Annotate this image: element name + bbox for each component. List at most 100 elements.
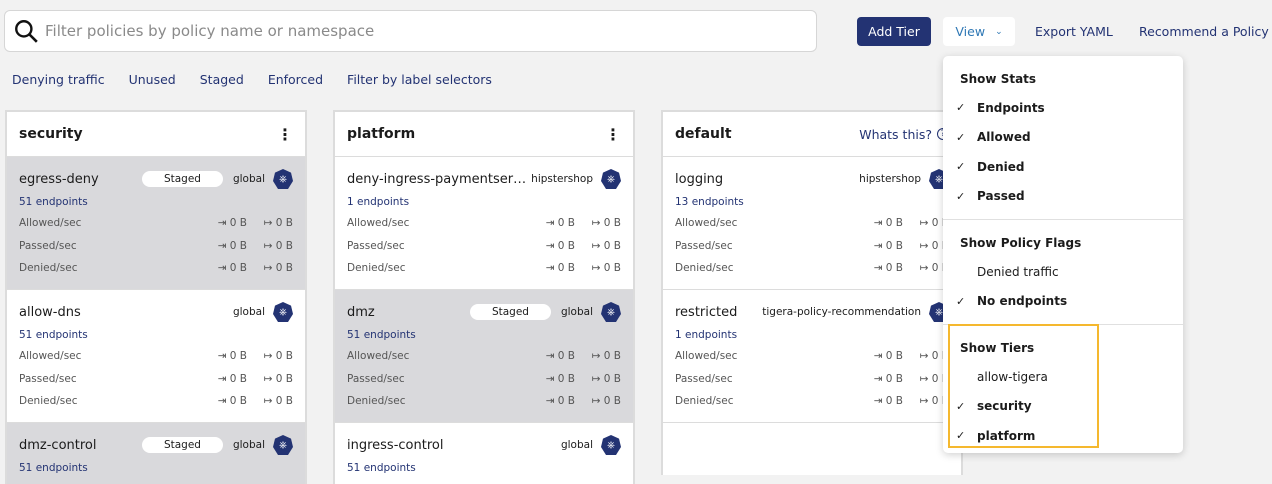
ingress-icon: ⇥ (217, 239, 230, 252)
policy-card[interactable]: allow-dns global ⎈ 51 endpoints Allowed/sec ⇥… (7, 290, 305, 423)
egress-icon: ↦ (919, 395, 932, 408)
menu-item-denied[interactable]: ✓ Denied (943, 152, 1183, 182)
policy-name[interactable]: allow-dns (19, 304, 81, 320)
menu-item-label: Allowed (977, 130, 1031, 145)
menu-item-allow-tigera[interactable]: allow-tigera (943, 362, 1183, 392)
global-policy-icon: ⎈ (273, 302, 293, 322)
ingress-value: ⇥ 0 B (201, 240, 247, 252)
endpoints-link[interactable]: 1 endpoints (675, 329, 738, 341)
endpoints-link[interactable]: 51 endpoints (19, 196, 88, 208)
policy-card[interactable]: dmz Staged global ⎈ 51 endpoints Allowed/sec ⇥… (335, 290, 633, 423)
tier-title: security (19, 126, 83, 142)
policy-scope: global (560, 306, 593, 318)
menu-item-platform[interactable]: ✓ platform (943, 421, 1183, 451)
filter-denying-traffic[interactable]: Denying traffic (12, 72, 105, 87)
filter-staged[interactable]: Staged (199, 72, 244, 87)
egress-value: ↦ 0 B (247, 240, 293, 252)
policy-scope: hipstershop (531, 173, 593, 185)
ingress-icon: ⇥ (873, 395, 886, 408)
tier-header: security ⋮ (7, 112, 305, 157)
egress-value: ↦ 0 B (247, 350, 293, 362)
search-bar[interactable] (4, 10, 817, 52)
ingress-value: ⇥ 0 B (857, 262, 903, 274)
policy-card[interactable]: restricted tigera-policy-recommendation ⎈ 1… (663, 290, 961, 423)
menu-section-header: Show Policy Flags (960, 236, 1082, 250)
view-dropdown-button[interactable]: View ⌄ (943, 17, 1015, 46)
policy-name[interactable]: dmz-control (19, 437, 97, 453)
add-tier-button[interactable]: Add Tier (857, 17, 931, 46)
ingress-icon: ⇥ (873, 350, 886, 363)
ingress-icon: ⇥ (873, 262, 886, 275)
endpoints-link[interactable]: 51 endpoints (347, 462, 416, 474)
policy-card[interactable]: egress-deny Staged global ⎈ 51 endpoints Allo… (7, 157, 305, 290)
stat-label: Passed/sec (19, 372, 77, 385)
kebab-menu-icon[interactable]: ⋮ (605, 124, 621, 144)
menu-item-denied-traffic[interactable]: Denied traffic (943, 257, 1183, 287)
egress-value: ↦ 0 B (575, 240, 621, 252)
policy-card[interactable]: dmz-control Staged global ⎈ 51 endpoints (7, 423, 305, 484)
egress-icon: ↦ (591, 217, 604, 230)
ingress-value: ⇥ 0 B (529, 373, 575, 385)
egress-bytes: 0 B (603, 395, 621, 408)
egress-bytes: 0 B (275, 262, 293, 275)
ingress-bytes: 0 B (885, 217, 903, 230)
ingress-bytes: 0 B (557, 239, 575, 252)
ingress-icon: ⇥ (545, 217, 558, 230)
egress-icon: ↦ (263, 262, 276, 275)
policy-card[interactable]: deny-ingress-paymentservice hipstershop ⎈ 1… (335, 157, 633, 290)
check-icon: ✓ (956, 130, 966, 144)
search-input[interactable] (45, 22, 785, 40)
endpoints-link[interactable]: 51 endpoints (19, 462, 88, 474)
egress-bytes: 0 B (603, 372, 621, 385)
policy-name[interactable]: deny-ingress-paymentservice (347, 171, 532, 187)
egress-icon: ↦ (263, 350, 276, 363)
export-yaml-button[interactable]: Export YAML (1035, 24, 1113, 39)
ingress-value: ⇥ 0 B (857, 240, 903, 252)
ingress-bytes: 0 B (229, 372, 247, 385)
policy-name[interactable]: ingress-control (347, 437, 444, 453)
ingress-value: ⇥ 0 B (201, 262, 247, 274)
endpoints-link[interactable]: 51 endpoints (347, 329, 416, 341)
tier-title: platform (347, 126, 416, 142)
menu-item-security[interactable]: ✓ security (943, 392, 1183, 422)
view-label: View (955, 24, 986, 39)
menu-item-label: allow-tigera (977, 369, 1048, 384)
endpoints-link[interactable]: 13 endpoints (675, 196, 744, 208)
policy-name[interactable]: restricted (675, 304, 738, 320)
whats-this-label: Whats this? (859, 126, 932, 142)
menu-item-allowed[interactable]: ✓ Allowed (943, 123, 1183, 153)
stat-label: Passed/sec (19, 239, 77, 252)
menu-item-label: Denied (977, 159, 1025, 174)
tier-column-platform: platform ⋮ deny-ingress-paymentservice hips… (333, 110, 635, 484)
stat-label: Passed/sec (347, 372, 405, 385)
menu-item-no-endpoints[interactable]: ✓ No endpoints (943, 287, 1183, 317)
recommend-policy-button[interactable]: Recommend a Policy (1139, 24, 1269, 39)
menu-item-passed[interactable]: ✓ Passed (943, 182, 1183, 212)
endpoints-link[interactable]: 51 endpoints (19, 329, 88, 341)
stat-row: Denied/sec ⇥ 0 B ↦ 0 B (675, 390, 949, 413)
ingress-bytes: 0 B (885, 372, 903, 385)
kebab-menu-icon[interactable]: ⋮ (277, 124, 293, 144)
stat-row: Passed/sec ⇥ 0 B ↦ 0 B (675, 235, 949, 258)
filter-enforced[interactable]: Enforced (267, 72, 324, 87)
policy-name[interactable]: egress-deny (19, 171, 99, 187)
ingress-value: ⇥ 0 B (201, 217, 247, 229)
endpoints-link[interactable]: 1 endpoints (347, 196, 410, 208)
whats-this-link[interactable]: Whats this?? (859, 127, 949, 142)
tier-header: default Whats this?? (663, 112, 961, 157)
filter-unused[interactable]: Unused (128, 72, 176, 87)
global-policy-icon: ⎈ (273, 435, 293, 455)
menu-item-label: Denied traffic (977, 264, 1059, 279)
staged-badge: Staged (469, 304, 551, 320)
ingress-bytes: 0 B (557, 262, 575, 275)
policy-card[interactable]: logging hipstershop ⎈ 13 endpoints Allowed/s… (663, 157, 961, 290)
policy-name[interactable]: dmz (347, 304, 375, 320)
menu-item-endpoints[interactable]: ✓ Endpoints (943, 93, 1183, 123)
egress-value: ↦ 0 B (247, 395, 293, 407)
filter-label-selectors[interactable]: Filter by label selectors (347, 72, 492, 87)
policy-name[interactable]: logging (675, 171, 724, 187)
policy-card[interactable]: ingress-control global ⎈ 51 endpoints (335, 423, 633, 484)
check-icon: ✓ (956, 294, 966, 308)
egress-value: ↦ 0 B (575, 262, 621, 274)
stat-label: Denied/sec (19, 395, 78, 408)
